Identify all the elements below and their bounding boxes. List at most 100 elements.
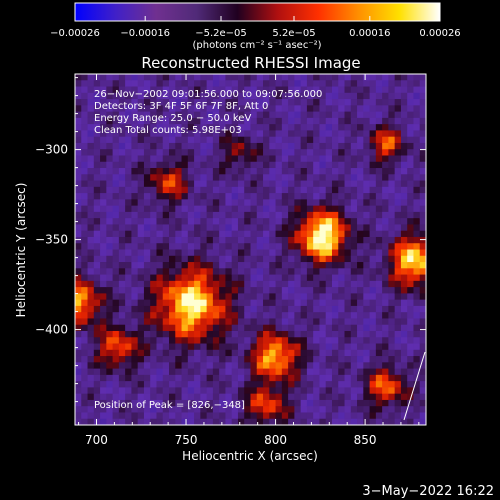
heatmap-cell [187,174,195,181]
heatmap-cell [194,218,201,225]
heatmap-cell [175,349,182,357]
heatmap-cell [125,412,132,420]
heatmap-cell [388,199,396,207]
heatmap-cell [388,193,396,200]
heatmap-cell [200,174,208,181]
heatmap-cell [156,199,164,207]
heatmap-cell [275,136,283,144]
heatmap-cell [263,117,270,125]
heatmap-cell [156,111,164,119]
heatmap-cell [338,117,345,125]
heatmap-cell [419,149,426,156]
heatmap-cell [407,205,414,213]
heatmap-cell [294,130,302,138]
heatmap-cell [256,274,264,282]
heatmap-cell [112,124,120,131]
heatmap-cell [357,324,364,332]
heatmap-cell [382,299,389,307]
heatmap-cell [263,349,270,357]
heatmap-cell [388,305,396,313]
heatmap-cell [313,161,320,169]
heatmap-cell [118,142,126,150]
heatmap-cell [275,406,283,413]
heatmap-cell [288,193,295,200]
heatmap-cell [407,287,414,294]
heatmap-cell [269,142,276,150]
heatmap-cell [269,161,276,169]
heatmap-cell [106,312,114,319]
heatmap-cell [331,324,339,332]
heatmap-cell [419,193,426,200]
heatmap-cell [275,111,283,119]
heatmap-cell [407,199,414,207]
heatmap-cell [100,124,107,131]
heatmap-cell [300,393,308,401]
heatmap-cell [338,111,345,119]
heatmap-cell [200,349,208,357]
heatmap-cell [363,356,370,363]
heatmap-cell [81,117,88,125]
heatmap-cell [225,356,233,363]
heatmap-cell [175,168,182,175]
heatmap-cell [244,230,251,238]
heatmap-cell [244,136,251,144]
heatmap-cell [294,293,302,301]
heatmap-cell [162,92,170,100]
heatmap-cell [118,199,126,207]
heatmap-cell [369,399,377,407]
heatmap-cell [306,412,314,420]
heatmap-cell [331,356,339,363]
heatmap-cell [294,299,302,307]
heatmap-cell [175,418,182,425]
heatmap-cell [106,193,114,200]
heatmap-cell [400,312,408,319]
heatmap-cell [81,236,88,244]
heatmap-cell [350,92,358,100]
heatmap-cell [363,305,370,313]
heatmap-cell [419,199,426,207]
heatmap-cell [118,130,126,138]
heatmap-cell [169,274,176,282]
heatmap-cell [350,305,358,313]
heatmap-cell [75,136,82,144]
heatmap-cell [206,293,214,301]
heatmap-cell [125,155,132,163]
heatmap-cell [75,337,82,344]
heatmap-cell [131,268,139,275]
heatmap-cell [319,80,327,87]
heatmap-cell [169,287,176,294]
heatmap-cell [219,293,226,301]
heatmap-cell [175,161,182,169]
heatmap-cell [231,86,239,94]
heatmap-cell [263,249,270,257]
heatmap-cell [87,305,95,313]
heatmap-cell [400,343,408,351]
heatmap-cell [187,168,195,175]
heatmap-cell [112,249,120,257]
heatmap-cell [357,412,364,420]
heatmap-cell [169,236,176,244]
heatmap-cell [162,155,170,163]
heatmap-cell [269,124,276,131]
heatmap-cell [81,287,88,294]
heatmap-cell [87,312,95,319]
heatmap-cell [344,149,352,156]
heatmap-cell [407,330,414,338]
heatmap-cell [200,130,208,138]
heatmap-cell [275,249,283,257]
heatmap-cell [169,406,176,413]
heatmap-cell [231,92,239,100]
heatmap-cell [382,199,389,207]
heatmap-cell [269,349,276,357]
heatmap-cell [212,86,220,94]
heatmap-cell [413,218,421,225]
heatmap-cell [194,92,201,100]
heatmap-cell [137,318,145,326]
colorbar [74,2,441,22]
heatmap-cell [162,287,170,294]
heatmap-cell [294,287,302,294]
heatmap-cell [331,199,339,207]
heatmap-cell [106,142,114,150]
heatmap-cell [382,249,389,257]
